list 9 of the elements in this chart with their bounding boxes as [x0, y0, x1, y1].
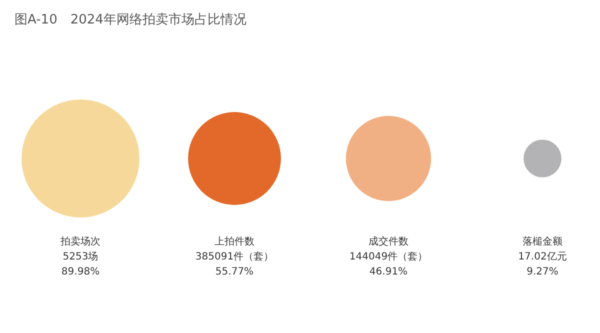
category-label: 拍卖场次 — [60, 236, 100, 248]
data-label: 144049件（套） 46.91% — [349, 250, 428, 278]
category-label: 上拍件数 — [214, 236, 254, 248]
data-label: 5253场 89.98% — [61, 250, 100, 278]
category-label: 落槌金额 — [522, 236, 562, 248]
data-label: 17.02亿元 9.27% — [518, 252, 567, 278]
data-label: 385091件（套） 55.77% — [195, 250, 274, 278]
category-label: 成交件数 — [368, 236, 408, 248]
text: 图A-10 2024年网络拍卖市场占比情况 — [14, 12, 246, 28]
